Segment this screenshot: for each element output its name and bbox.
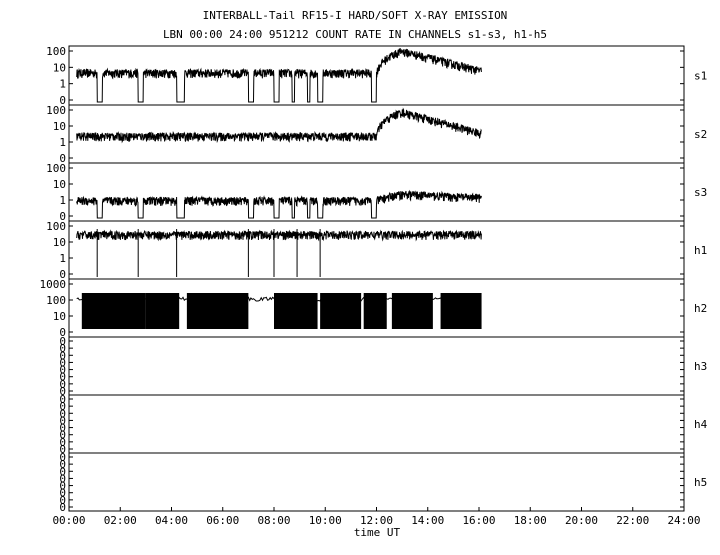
y-tick-label: 0 [59,326,66,339]
y-tick-label: 0 [59,472,66,485]
series-line [76,229,482,242]
y-tick-label: 10 [53,120,66,133]
y-tick-label: 10 [53,61,66,74]
x-tick-label: 02:00 [104,514,137,527]
y-tick-label: 0 [59,480,66,493]
x-axis-label: time UT [354,526,401,539]
x-tick-label: 16:00 [462,514,495,527]
y-tick-label: 0 [59,268,66,281]
x-tick-label: 10:00 [309,514,342,527]
y-tick-label: 10 [53,236,66,249]
x-tick-label: 06:00 [206,514,239,527]
channel-label-h1: h1 [694,244,707,257]
y-tick-label: 0 [59,443,66,456]
y-tick-label: 100 [46,294,66,307]
y-tick-label: 0 [59,378,66,391]
series-line [76,48,482,103]
series-layer [76,48,482,329]
series-h1 [76,229,482,277]
y-tick-label: 0 [59,210,66,223]
channel-label-h3: h3 [694,360,707,373]
series-line [76,107,482,144]
series-s3 [76,189,482,219]
y-tick-label: 0 [59,393,66,406]
x-tick-label: 12:00 [360,514,393,527]
y-tick-label: 0 [59,371,66,384]
y-tick-label: 100 [46,45,66,58]
data-block [363,293,387,329]
x-tick-label: 20:00 [565,514,598,527]
x-tick-label: 14:00 [411,514,444,527]
y-tick-label: 0 [59,349,66,362]
y-tick-label: 1 [59,194,66,207]
y-tick-label: 0 [59,400,66,413]
y-tick-label: 0 [59,407,66,420]
y-tick-label: 0 [59,487,66,500]
y-tick-label: 10 [53,178,66,191]
y-tick-label: 100 [46,220,66,233]
y-tick-label: 0 [59,94,66,107]
y-tick-label: 0 [59,364,66,377]
y-tick-label: 1 [59,252,66,265]
y-tick-label: 1 [59,136,66,149]
x-tick-label: 22:00 [616,514,649,527]
panel-frame [68,394,685,454]
y-tick-label: 0 [59,335,66,348]
x-tick-label: 08:00 [257,514,290,527]
panels-layer: 1001010s11001010s21001010s31001010h11000… [40,45,708,514]
y-tick-label: 1 [59,78,66,91]
y-tick-label: 0 [59,436,66,449]
x-axis: 00:00 02:00 04:00 06:00 08:00 10:00 12:00 14:00… [52,507,701,527]
channel-label-h5: h5 [694,476,707,489]
series-h2 [76,293,482,329]
channel-label-s2: s2 [694,128,707,141]
y-tick-label: 0 [59,458,66,471]
y-tick-label: 0 [59,356,66,369]
series-s1 [76,48,482,103]
channel-label-s3: s3 [694,186,707,199]
panel-frame [68,452,685,512]
y-tick-label: 100 [46,104,66,117]
x-tick-label: 04:00 [155,514,188,527]
y-tick-label: 100 [46,162,66,175]
y-tick-label: 0 [59,429,66,442]
y-tick-label: 0 [59,385,66,398]
series-line [76,189,482,219]
series-line [76,295,481,303]
y-tick-label: 0 [59,414,66,427]
data-block [186,293,249,329]
y-tick-label: 0 [59,465,66,478]
panel-frame [68,220,685,280]
chart-subtitle: LBN 00:00 24:00 951212 COUNT RATE IN CHA… [163,28,547,41]
y-tick-label: 0 [59,494,66,507]
x-tick-label: 18:00 [514,514,547,527]
y-tick-label: 0 [59,342,66,355]
y-tick-label: 0 [59,152,66,165]
series-s2 [76,107,482,144]
x-tick-label: 24:00 [667,514,700,527]
y-tick-label: 0 [59,501,66,514]
channel-label-s1: s1 [694,70,707,83]
x-tick-label: 00:00 [52,514,85,527]
y-tick-label: 0 [59,451,66,464]
y-tick-label: 1000 [40,278,67,291]
y-tick-label: 0 [59,422,66,435]
y-tick-label: 10 [53,310,66,323]
panel-frame [68,336,685,396]
channel-label-h4: h4 [694,418,708,431]
chart-title: INTERBALL-Tail RF15-I HARD/SOFT X-RAY EM… [203,9,508,22]
channel-label-h2: h2 [694,302,707,315]
